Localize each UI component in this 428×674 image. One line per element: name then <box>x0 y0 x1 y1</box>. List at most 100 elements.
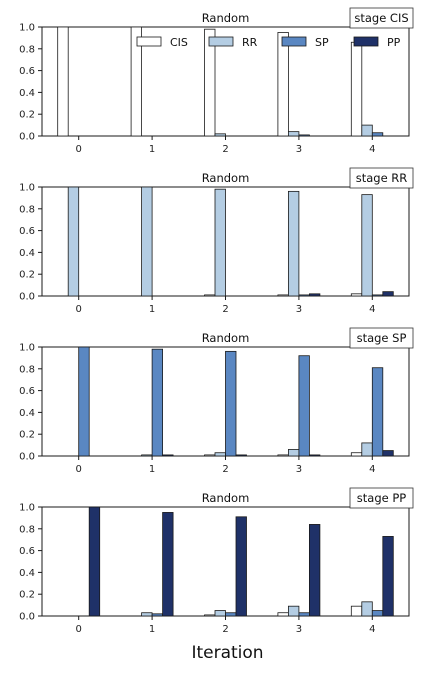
panel-title: Random <box>202 11 250 25</box>
x-tick-label: 2 <box>222 624 228 635</box>
x-axis-label: Iteration <box>191 643 263 663</box>
bar-rr-0 <box>67 186 80 297</box>
y-tick-label: 1.0 <box>19 503 35 514</box>
y-tick-label: 0.4 <box>19 408 35 419</box>
x-tick-label: 3 <box>296 144 302 155</box>
y-tick-label: 0.0 <box>19 612 35 623</box>
x-tick-label: 4 <box>369 624 375 635</box>
y-tick-label: 0.8 <box>19 524 35 535</box>
y-tick-label: 0.2 <box>19 110 35 121</box>
panel-2: 0.0 0.2 0.4 0.6 0.8 1.0 0 1 2 3 4 Random stage RR <box>19 167 414 315</box>
bar-rr-3 <box>287 449 300 457</box>
bar-sp-3 <box>298 612 310 617</box>
legend-swatch-sp <box>281 36 307 47</box>
bar-sp-4 <box>371 610 384 617</box>
bar-sp-0 <box>78 346 90 457</box>
y-tick-label: 0.6 <box>19 386 35 397</box>
bar-rr-1 <box>141 186 153 297</box>
bar-sp-1 <box>151 348 164 457</box>
bar-cis-2 <box>204 28 216 137</box>
x-tick-label: 4 <box>369 464 375 475</box>
bar-pp-3 <box>308 454 321 457</box>
y-tick-label: 0.0 <box>19 132 35 143</box>
bar-sp-2 <box>225 350 237 457</box>
bar-pp-0 <box>88 506 101 617</box>
panel-1: 0.0 0.2 0.4 0.6 0.8 1.0 0 1 2 3 4 Random stage CIS CI… <box>19 7 414 155</box>
bar-cis-2 <box>204 614 216 617</box>
x-tick-label: 2 <box>222 304 228 315</box>
bar-rr-2 <box>214 452 226 457</box>
y-tick-label: 0.2 <box>19 430 35 441</box>
legend-swatch-cis <box>136 36 162 47</box>
bar-cis-3 <box>277 32 289 137</box>
bar-cis-4 <box>350 452 363 457</box>
y-tick-label: 0.4 <box>19 568 35 579</box>
x-tick-label: 1 <box>149 464 155 475</box>
bar-cis-4 <box>350 293 363 297</box>
bar-cis-4 <box>350 41 363 137</box>
bar-cis-3 <box>277 612 289 617</box>
bar-rr-4 <box>361 194 373 297</box>
panel-title: Random <box>202 331 250 345</box>
bar-pp-4 <box>382 291 394 297</box>
legend-label-pp: PP <box>387 36 401 49</box>
stage-label-box <box>349 167 414 189</box>
y-tick-label: 0.2 <box>19 590 35 601</box>
y-tick-label: 0.4 <box>19 88 35 99</box>
bar-cis-0 <box>57 26 69 137</box>
bar-cis-3 <box>277 454 289 457</box>
bar-pp-1 <box>162 512 174 617</box>
y-tick-label: 0.6 <box>19 66 35 77</box>
bar-sp-3 <box>298 294 310 297</box>
legend-label-sp: SP <box>315 36 329 49</box>
bar-rr-2 <box>214 610 226 617</box>
x-tick-label: 3 <box>296 464 302 475</box>
panel-3: 0.0 0.2 0.4 0.6 0.8 1.0 0 1 2 3 4 Random stage SP <box>19 327 414 475</box>
bar-pp-2 <box>235 516 247 617</box>
bar-rr-2 <box>214 133 226 137</box>
bar-rr-4 <box>361 601 373 617</box>
x-tick-label: 4 <box>369 144 375 155</box>
bar-rr-2 <box>214 188 226 297</box>
x-tick-label: 3 <box>296 624 302 635</box>
y-tick-label: 1.0 <box>19 343 35 354</box>
bar-rr-3 <box>287 190 300 297</box>
legend-swatch-pp <box>353 36 379 47</box>
legend: CIS RR SP PP <box>136 36 401 49</box>
x-tick-label: 3 <box>296 304 302 315</box>
stage-label: stage RR <box>356 171 408 185</box>
bar-sp-3 <box>298 134 310 137</box>
legend-label-rr: RR <box>242 36 258 49</box>
bar-pp-4 <box>382 450 394 457</box>
bar-sp-4 <box>371 367 384 457</box>
panel-4: 0.0 0.2 0.4 0.6 0.8 1.0 0 1 2 3 4 Random stage PP <box>19 487 414 635</box>
bar-rr-3 <box>287 131 300 137</box>
bar-sp-2 <box>225 612 237 617</box>
y-tick-label: 0.6 <box>19 226 35 237</box>
x-tick-label: 0 <box>76 464 82 475</box>
y-tick-label: 0.4 <box>19 248 35 259</box>
y-tick-label: 0.8 <box>19 44 35 55</box>
stage-label-box <box>349 7 414 29</box>
y-tick-label: 0.8 <box>19 364 35 375</box>
y-tick-label: 0.6 <box>19 546 35 557</box>
bar-rr-1 <box>141 454 153 457</box>
bar-sp-1 <box>151 613 164 617</box>
x-tick-label: 2 <box>222 464 228 475</box>
bar-pp-3 <box>308 524 321 617</box>
bar-cis-4 <box>350 605 363 617</box>
stage-label: stage SP <box>357 331 407 345</box>
y-tick-label: 0.0 <box>19 292 35 303</box>
y-tick-label: 0.2 <box>19 270 35 281</box>
bar-pp-3 <box>308 293 321 297</box>
legend-label-cis: CIS <box>170 36 188 49</box>
bar-cis-2 <box>204 454 216 457</box>
bar-sp-3 <box>298 355 310 457</box>
legend-swatch-rr <box>208 36 234 47</box>
y-tick-label: 1.0 <box>19 183 35 194</box>
bar-rr-1 <box>141 612 153 617</box>
bar-rr-3 <box>287 605 300 617</box>
bar-sp-4 <box>371 132 384 137</box>
bar-cis-1 <box>130 26 143 137</box>
